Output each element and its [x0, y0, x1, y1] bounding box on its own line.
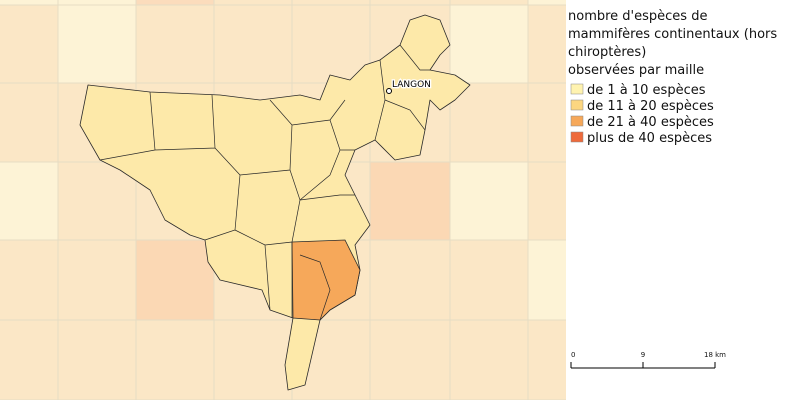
legend-swatch: [570, 115, 584, 127]
commune-borders: [99, 44, 430, 321]
legend-title: chiroptères): [568, 45, 646, 60]
legend-panel: [566, 0, 792, 400]
city-marker: LANGON: [386, 79, 432, 94]
legend-label: de 11 à 20 espèces: [587, 99, 714, 114]
legend-title: nombre d'espèces de: [568, 9, 707, 24]
legend-swatch: [570, 83, 584, 95]
legend-label: de 21 à 40 espèces: [587, 115, 714, 130]
city-point: [386, 88, 392, 94]
scale-bar: 0 9 18 km: [570, 351, 726, 369]
legend: nombre d'espèces de mammifères continenta…: [568, 9, 777, 146]
communes: [79, 14, 471, 391]
legend-title: mammifères continentaux (hors: [568, 27, 777, 42]
legend-swatch: [570, 99, 584, 111]
legend-swatch: [570, 131, 584, 143]
territory: [79, 14, 471, 391]
scale-label: 9: [641, 351, 645, 359]
legend-title: observées par maille: [568, 63, 704, 78]
legend-label: plus de 40 espèces: [587, 131, 712, 146]
city-label: LANGON: [392, 80, 431, 90]
scale-label: 0: [571, 351, 575, 359]
high-class-area: [291, 239, 361, 321]
legend-label: de 1 à 10 espèces: [587, 83, 706, 98]
scale-label: 18 km: [704, 351, 726, 359]
